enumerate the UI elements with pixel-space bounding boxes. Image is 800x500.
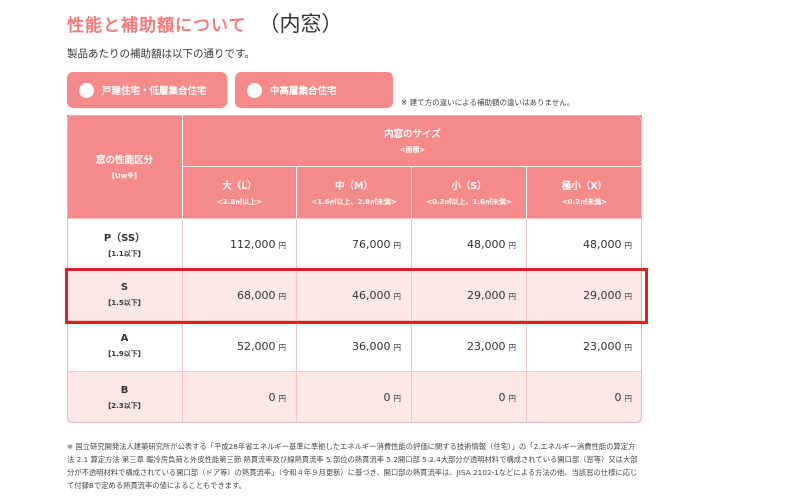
col-name: 小（S） — [451, 181, 487, 192]
value-cell: 48,000 円 — [527, 219, 643, 270]
table-row: S 【1.5以下】 68,000 円 46,000 円 29,000 円 29,000… — [67, 270, 643, 321]
col-name: 大（L） — [222, 181, 257, 192]
value: 46,000 — [352, 288, 391, 302]
col-header-medium: 中（M） <1.6㎡以上、2.8㎡未満> — [297, 167, 412, 219]
row-header-sub: 【Uw※】 — [108, 172, 141, 180]
row-label: P（SS） 【1.1以下】 — [67, 219, 183, 270]
unit: 円 — [508, 291, 517, 301]
value-cell: 68,000 円 — [183, 270, 297, 321]
row-header-title: 窓の性能区分 — [95, 155, 153, 166]
value: 0 — [614, 391, 622, 404]
tab-detached-low-rise[interactable]: 戸建住宅・低層集合住宅 — [67, 72, 227, 108]
radio-icon — [247, 82, 262, 98]
page-title: 性能と補助額について — [67, 16, 247, 36]
value: 48,000 — [467, 237, 506, 251]
col-group-sub: <面積> — [399, 146, 426, 154]
unit: 円 — [393, 291, 402, 301]
col-name: 中（M） — [335, 181, 373, 192]
value-cell: 76,000 円 — [297, 219, 412, 270]
col-range: <1.6㎡以上、2.8㎡未満> — [311, 198, 397, 206]
tab-mid-high-rise[interactable]: 中高層集合住宅 — [235, 72, 393, 108]
value: 29,000 — [583, 288, 622, 302]
row-class: P（SS） — [103, 233, 146, 244]
value: 23,000 — [467, 339, 506, 353]
table-row: A 【1.9以下】 52,000 円 36,000 円 23,000 円 23,000… — [67, 321, 643, 372]
col-range: <0.2㎡以上、1.6㎡未満> — [426, 198, 512, 206]
col-group-header: 内窓のサイズ <面積> — [183, 115, 643, 167]
row-label: B 【2.3以下】 — [67, 372, 183, 423]
value-cell: 23,000 円 — [527, 321, 643, 372]
value-cell: 29,000 円 — [527, 270, 643, 321]
unit: 円 — [508, 394, 517, 403]
col-header-small: 小（S） <0.2㎡以上、1.6㎡未満> — [412, 167, 527, 219]
value-cell: 48,000 円 — [412, 219, 527, 270]
unit: 円 — [393, 394, 402, 403]
row-range: 【1.9以下】 — [104, 350, 145, 358]
value: 0 — [268, 391, 276, 404]
subsidy-table: 窓の性能区分 【Uw※】 内窓のサイズ <面積> 大（L） <2.8㎡以上> 中… — [67, 115, 643, 423]
col-range: <2.8㎡以上> — [216, 198, 263, 206]
value: 112,000 — [230, 237, 276, 251]
intro-text: 製品あたりの補助額は以下の通りです。 — [67, 48, 255, 60]
tab-label: 中高層集合住宅 — [270, 86, 337, 97]
tab-note: ※ 建て方の違いによる補助額の違いはありません。 — [401, 98, 575, 107]
row-label: A 【1.9以下】 — [67, 321, 183, 372]
unit: 円 — [393, 342, 402, 352]
value: 0 — [383, 391, 391, 404]
table-row: P（SS） 【1.1以下】 112,000 円 76,000 円 48,000 円 4… — [67, 219, 643, 270]
row-range: 【1.1以下】 — [104, 250, 145, 258]
value: 48,000 — [583, 237, 622, 251]
col-header-large: 大（L） <2.8㎡以上> — [183, 167, 297, 219]
col-group-title: 内窓のサイズ — [384, 129, 441, 140]
value-cell: 36,000 円 — [297, 321, 412, 372]
value-cell: 46,000 円 — [297, 270, 412, 321]
unit: 円 — [624, 394, 633, 403]
unit: 円 — [278, 240, 287, 250]
unit: 円 — [393, 240, 402, 250]
page-title-suffix: （内窓） — [258, 12, 343, 36]
unit: 円 — [624, 291, 633, 301]
unit: 円 — [278, 394, 287, 403]
row-class: A — [120, 333, 129, 344]
value: 23,000 — [583, 339, 622, 353]
footnote: ※ 国立研究開発法人建築研究所が公表する「平成28年省エネルギー基準に準拠したエ… — [67, 442, 638, 490]
page-title-row: 性能と補助額について （内窓） — [67, 8, 343, 36]
row-class: B — [120, 384, 129, 396]
value: 52,000 — [237, 339, 276, 353]
unit: 円 — [624, 240, 633, 250]
row-label: S 【1.5以下】 — [67, 270, 183, 321]
value-cell: 23,000 円 — [412, 321, 527, 372]
value: 68,000 — [237, 288, 276, 302]
col-header-extra-small: 極小（X） <0.2㎡未満> — [527, 167, 643, 219]
value: 36,000 — [352, 339, 391, 353]
value-cell: 52,000 円 — [183, 321, 297, 372]
col-range: <0.2㎡未満> — [561, 198, 608, 206]
row-header-cell: 窓の性能区分 【Uw※】 — [67, 115, 183, 219]
unit: 円 — [624, 342, 633, 352]
row-range: 【2.3以下】 — [104, 401, 145, 410]
value-cell: 29,000 円 — [412, 270, 527, 321]
value: 29,000 — [467, 288, 506, 302]
col-name: 極小（X） — [561, 181, 608, 192]
unit: 円 — [508, 240, 517, 250]
row-range: 【1.5以下】 — [104, 299, 145, 307]
value-cell: 112,000 円 — [183, 219, 297, 270]
value: 76,000 — [352, 237, 391, 251]
radio-icon — [79, 82, 94, 98]
value: 0 — [498, 391, 506, 404]
unit: 円 — [278, 342, 287, 352]
unit: 円 — [278, 291, 287, 301]
row-class: S — [120, 282, 129, 293]
tab-label: 戸建住宅・低層集合住宅 — [102, 86, 207, 97]
unit: 円 — [508, 342, 517, 352]
